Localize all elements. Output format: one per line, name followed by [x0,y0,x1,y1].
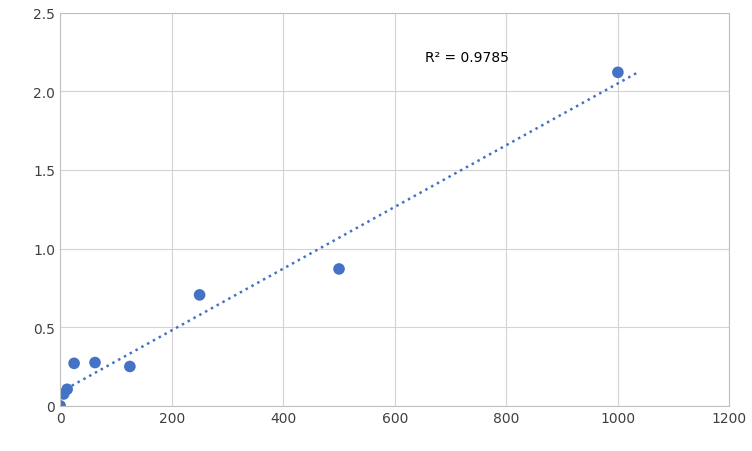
Text: R² = 0.9785: R² = 0.9785 [426,51,509,65]
Point [54,402,66,410]
Point [58,391,70,398]
Point [68,360,80,367]
Point [124,363,136,370]
Point [333,266,345,273]
Point [61,386,73,393]
Point [612,69,624,77]
Point [89,359,101,366]
Point [193,292,205,299]
